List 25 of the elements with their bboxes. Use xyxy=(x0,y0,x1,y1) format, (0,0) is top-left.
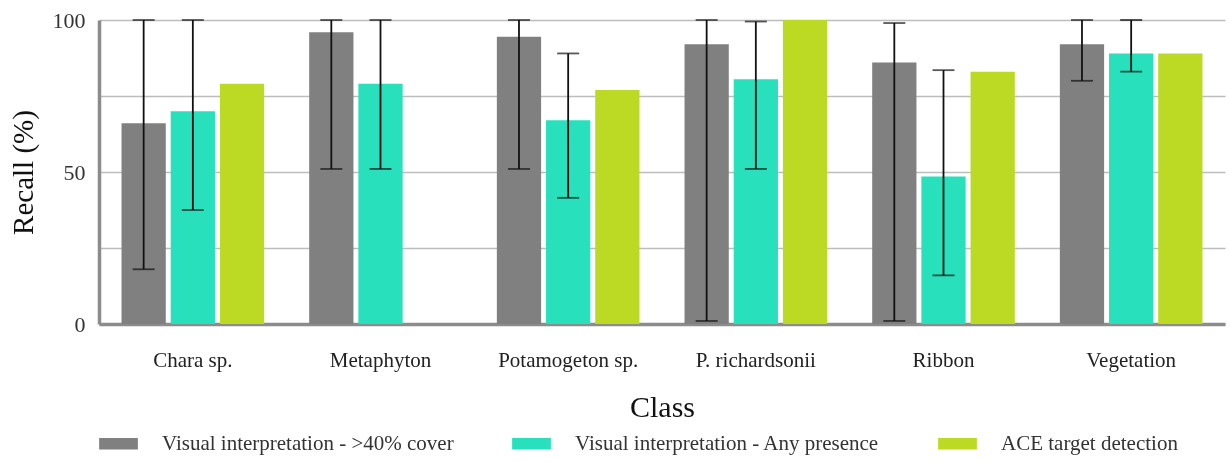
y-tick-label: 0 xyxy=(74,311,86,337)
bar xyxy=(970,71,1015,324)
x-tick-label: Potamogeton sp. xyxy=(498,347,639,372)
legend-label: Visual interpretation - >40% cover xyxy=(162,430,454,455)
legend-label: Visual interpretation - Any presence xyxy=(575,430,879,455)
bar xyxy=(733,79,778,324)
x-tick-label: Vegetation xyxy=(1086,347,1177,372)
bar xyxy=(595,89,640,324)
bar xyxy=(1158,53,1203,324)
y-tick-label: 100 xyxy=(52,7,86,33)
legend-label: ACE target detection xyxy=(1001,430,1179,455)
y-tick-label: 50 xyxy=(63,159,86,185)
x-tick-label: Chara sp. xyxy=(153,347,233,372)
x-tick-label: P. richardsonii xyxy=(695,347,817,372)
x-axis-title: Class xyxy=(629,389,696,423)
bar xyxy=(782,20,828,324)
x-tick-label: Metaphyton xyxy=(329,347,432,372)
bar xyxy=(358,83,403,324)
bar xyxy=(546,120,591,324)
bar xyxy=(170,111,215,324)
bar xyxy=(921,176,966,324)
x-tick-label: Ribbon xyxy=(912,347,975,372)
bar xyxy=(219,83,265,324)
bar xyxy=(1109,53,1154,324)
y-axis-title: Recall (%) xyxy=(6,110,40,235)
